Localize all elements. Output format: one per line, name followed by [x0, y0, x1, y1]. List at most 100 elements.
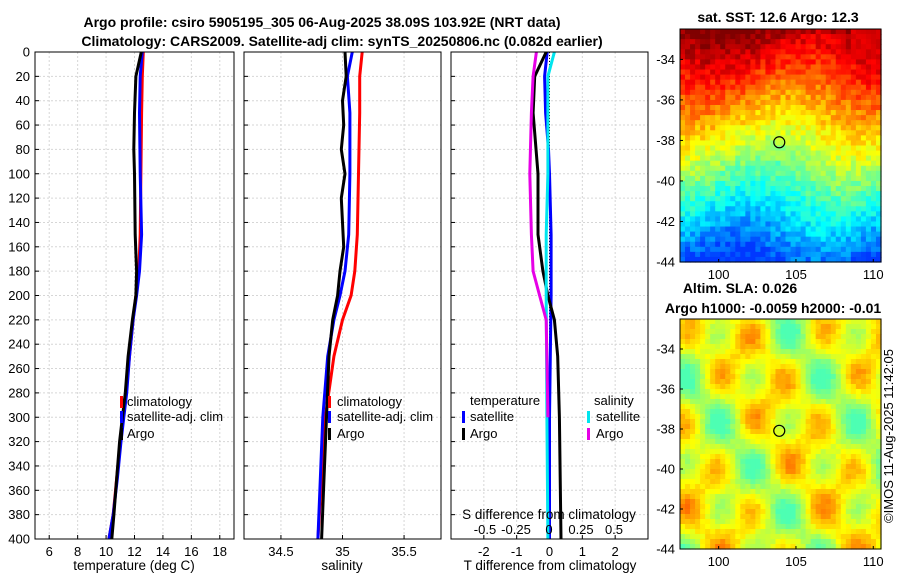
map-cell: [855, 150, 862, 157]
map-cell: [875, 489, 882, 495]
map-cell: [790, 29, 797, 35]
map-cell: [785, 89, 792, 96]
map-cell: [685, 544, 691, 550]
map-cell: [750, 509, 756, 515]
map-cell: [735, 369, 741, 375]
map-cell: [690, 454, 696, 460]
map-y-tick-label: -38: [656, 422, 675, 437]
map-cell: [790, 69, 797, 76]
map-cell: [815, 329, 822, 335]
map-cell: [800, 29, 807, 35]
map-cell: [820, 206, 827, 212]
map-cell: [755, 494, 762, 500]
map-cell: [815, 191, 822, 197]
map-cell: [705, 499, 711, 505]
map-cell: [820, 226, 827, 233]
map-cell: [820, 544, 827, 550]
map-cell: [690, 110, 696, 116]
map-cell: [740, 241, 746, 248]
map-cell: [735, 504, 741, 510]
map-cell: [745, 409, 751, 415]
map-cell: [770, 130, 777, 136]
map-cell: [695, 464, 701, 470]
map-cell: [815, 354, 822, 360]
map-cell: [870, 69, 877, 76]
map-cell: [720, 474, 726, 480]
map-cell: [715, 479, 721, 485]
map-cell: [825, 379, 832, 385]
map-cell: [700, 374, 706, 380]
map-cell: [770, 34, 777, 40]
map-cell: [840, 206, 847, 212]
map-cell: [870, 529, 877, 535]
map-cell: [735, 54, 741, 60]
map-cell: [685, 231, 691, 238]
map-cell: [760, 479, 767, 485]
map-cell: [695, 519, 701, 525]
map-cell: [865, 115, 872, 121]
map-cell: [745, 186, 751, 192]
map-cell: [850, 110, 857, 116]
map-cell: [810, 349, 817, 355]
map-cell: [820, 180, 827, 187]
legend-swatch-sal-argo: [587, 428, 590, 440]
map-cell: [780, 384, 787, 390]
map-cell: [780, 44, 787, 50]
map-cell: [790, 519, 797, 525]
map-cell: [695, 39, 701, 45]
map-cell: [770, 419, 777, 425]
map-cell: [850, 324, 857, 330]
map-cell: [730, 424, 736, 430]
map-cell: [835, 529, 842, 535]
map-cell: [845, 469, 852, 475]
map-cell: [745, 196, 751, 202]
map-cell: [845, 474, 852, 480]
map-cell: [775, 494, 782, 500]
map-cell: [760, 494, 767, 500]
map-cell: [825, 150, 832, 157]
map-cell: [875, 344, 882, 350]
map-cell: [845, 444, 852, 450]
map-cell: [830, 251, 837, 258]
map-cell: [775, 544, 782, 550]
map-cell: [795, 459, 802, 465]
map-cell: [705, 231, 711, 238]
map-cell: [865, 110, 872, 116]
map-cell: [805, 180, 812, 187]
map-cell: [725, 514, 731, 520]
map-cell: [735, 99, 741, 106]
map-cell: [785, 165, 792, 172]
map-cell: [700, 64, 706, 71]
map-cell: [795, 444, 802, 450]
map-cell: [785, 399, 792, 405]
map-cell: [695, 120, 701, 126]
map-cell: [725, 389, 731, 395]
map-cell: [875, 236, 882, 243]
map-cell: [780, 454, 787, 460]
map-cell: [755, 354, 762, 360]
map-cell: [825, 110, 832, 116]
map-cell: [810, 175, 817, 182]
map-cell: [820, 64, 827, 71]
map-cell: [815, 160, 822, 167]
map-cell: [780, 236, 787, 243]
map-cell: [845, 339, 852, 345]
map-cell: [790, 89, 797, 96]
map-cell: [730, 359, 736, 365]
map-cell: [715, 349, 721, 355]
map-cell: [705, 444, 711, 450]
map-cell: [850, 349, 857, 355]
map-cell: [745, 231, 751, 238]
map-cell: [710, 349, 716, 355]
map-cell: [835, 211, 842, 218]
depth-tick-label: 200: [8, 288, 30, 303]
map-cell: [780, 175, 787, 182]
map-cell: [790, 49, 797, 55]
map-cell: [750, 384, 756, 390]
map-cell: [845, 135, 852, 142]
map-cell: [730, 216, 736, 223]
x-tick-label: 18: [213, 544, 227, 559]
map-cell: [835, 34, 842, 40]
map-cell: [705, 374, 711, 380]
map-cell: [705, 241, 711, 248]
